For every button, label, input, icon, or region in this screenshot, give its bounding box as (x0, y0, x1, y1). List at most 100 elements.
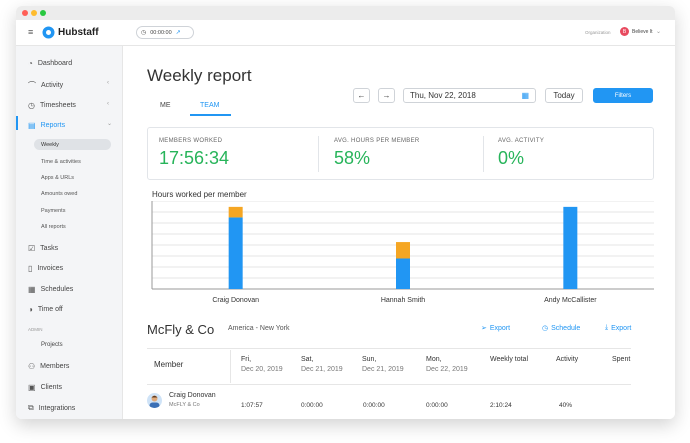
day-date: Dec 22, 2019 (426, 366, 468, 373)
prev-week-button[interactable]: ← (353, 88, 370, 103)
stat-label: AVG. ACTIVITY (498, 138, 545, 144)
next-week-button[interactable]: → (378, 88, 395, 103)
sidebar-item-label: Invoices (37, 265, 64, 272)
cell-weekly-total: 2:10:24 (490, 402, 512, 409)
chevron-left-icon: ‹ (107, 101, 109, 107)
today-button[interactable]: Today (545, 88, 583, 103)
clock-icon: ◷ (141, 30, 147, 36)
sidebar-item-reports[interactable]: ▤ Reports (28, 121, 65, 130)
timer-widget[interactable]: ◷ 00:00:00 ↗ (136, 26, 194, 39)
sidebar-subitem-apps-urls[interactable]: Apps & URLs (41, 175, 75, 181)
member-column-header: Member (154, 360, 184, 369)
tab-team[interactable]: TEAM (200, 102, 220, 109)
table-row[interactable]: Craig Donovan McFLY & Co 1:07:57 0:00:00… (147, 386, 631, 419)
stat-members-worked: MEMBERS WORKED 17:56:34 (159, 138, 229, 169)
date-value: Thu, Nov 22, 2018 (410, 91, 476, 100)
section-location: America - New York (228, 325, 290, 332)
chart-category-label: Andy McCallister (544, 297, 597, 304)
calendar-icon: ▦ (521, 91, 529, 100)
minimize-window-button[interactable] (31, 10, 37, 16)
chevron-left-icon: ‹ (107, 80, 109, 86)
chart-bar (228, 206, 243, 218)
avatar (147, 393, 162, 408)
sidebar-item-clients[interactable]: ▣ Clients (28, 383, 62, 392)
hamburger-menu-icon[interactable]: ≡ (28, 27, 34, 37)
sidebar-subitem-weekly[interactable]: Weekly (41, 142, 59, 148)
stats-panel: MEMBERS WORKED 17:56:34 AVG. HOURS PER M… (147, 127, 654, 180)
sidebar-item-invoices[interactable]: ▯ Invoices (28, 264, 63, 273)
cell-day-4: 0:00:00 (426, 402, 448, 409)
sidebar-item-schedules[interactable]: ▦ Schedules (28, 285, 73, 294)
day-name: Sat, (301, 356, 314, 363)
day-header-4: Mon, Dec 22, 2019 (426, 356, 468, 373)
chart-category-label: Craig Donovan (212, 297, 259, 304)
cell-day-3: 0:00:00 (363, 402, 385, 409)
org-name[interactable]: Believe It (632, 29, 653, 35)
day-header-3: Sun, Dec 21, 2019 (362, 356, 404, 373)
sidebar-item-label: Integrations (38, 404, 76, 412)
stat-divider (318, 136, 319, 172)
chart-bar (228, 217, 243, 289)
app-window: ≡ Hubstaff ◷ 00:00:00 ↗ Organization B B… (16, 6, 675, 419)
tasks-icon: ☑ (28, 244, 36, 253)
schedules-icon: ▦ (28, 285, 36, 294)
sidebar-item-members[interactable]: ⚇ Members (28, 362, 69, 371)
sidebar-item-projects[interactable]: Projects (41, 342, 63, 348)
export-button[interactable]: ➢ Export (481, 324, 510, 333)
org-label: Organization (585, 30, 611, 35)
sidebar-subitem-payments[interactable]: Payments (41, 208, 66, 214)
chart-bar (563, 206, 578, 289)
close-window-button[interactable] (22, 10, 28, 16)
chart-title: Hours worked per member (152, 190, 247, 199)
sidebar-subitem-amounts-owed[interactable]: Amounts owed (41, 191, 78, 197)
sidebar: ◔ Dashboard ⌒ Activity ‹ ◷ Timesheets ‹ … (16, 46, 123, 419)
sidebar-item-label: Members (40, 363, 70, 370)
member-company: McFLY & Co (169, 402, 200, 408)
sidebar-subitem-time-activities[interactable]: Time & activities (41, 159, 81, 165)
table-divider (147, 348, 631, 349)
timer-value: 00:00:00 (150, 29, 172, 36)
send-icon: ➢ (481, 325, 487, 332)
reports-icon: ▤ (28, 121, 36, 130)
tab-me[interactable]: ME (160, 102, 171, 109)
schedule-button[interactable]: ◷ Schedule (542, 324, 580, 333)
dashboard-icon: ◔ (28, 59, 33, 68)
stat-avg-activity: AVG. ACTIVITY 0% (498, 138, 544, 169)
sidebar-subitem-all-reports[interactable]: All reports (41, 224, 66, 230)
integrations-icon: ⧉ (28, 403, 34, 412)
admin-section-label: ADMIN (28, 327, 43, 332)
sidebar-item-label: Activity (41, 82, 64, 89)
sidebar-item-time-off[interactable]: ◑ Time off (28, 305, 63, 314)
activity-header: Activity (556, 356, 579, 363)
column-divider (230, 350, 231, 383)
sidebar-item-tasks[interactable]: ☑ Tasks (28, 244, 58, 253)
day-name: Mon, (426, 356, 442, 363)
window-titlebar (16, 6, 675, 20)
active-indicator (16, 116, 18, 130)
stat-label: AVG. HOURS PER MEMBER (334, 138, 420, 144)
sidebar-item-activity[interactable]: ⌒ Activity (28, 80, 63, 91)
hubstaff-logo-icon (42, 26, 55, 44)
chevron-down-icon: ⌄ (107, 121, 113, 127)
day-header-1: Fri, Dec 20, 2019 (241, 356, 283, 373)
export-download-button[interactable]: ⤓ Export (605, 324, 631, 332)
open-timer-icon[interactable]: ↗ (175, 30, 181, 36)
members-icon: ⚇ (28, 362, 36, 371)
member-name[interactable]: Craig Donovan (169, 392, 216, 399)
org-chevron-down-icon[interactable]: ⌄ (656, 29, 662, 35)
page-title: Weekly report (147, 66, 252, 85)
filters-button[interactable]: Filters (593, 88, 653, 103)
arrow-left-icon: ← (357, 91, 366, 100)
stat-value: 0% (498, 148, 525, 168)
day-date: Dec 20, 2019 (241, 366, 283, 373)
main-content: Weekly report ME TEAM ← → Thu, Nov 22, 2… (124, 46, 675, 419)
active-subitem-bg (34, 139, 111, 150)
sidebar-item-timesheets[interactable]: ◷ Timesheets (28, 101, 76, 110)
sidebar-item-label: Tasks (40, 245, 59, 252)
maximize-window-button[interactable] (40, 10, 46, 16)
sidebar-item-dashboard[interactable]: ◔ Dashboard (28, 59, 72, 68)
day-header-2: Sat, Dec 21, 2019 (301, 356, 343, 373)
top-bar: ≡ Hubstaff ◷ 00:00:00 ↗ Organization B B… (16, 20, 675, 46)
sidebar-item-integrations[interactable]: ⧉ Integrations (28, 403, 75, 413)
date-picker[interactable]: Thu, Nov 22, 2018 ▦ (403, 88, 536, 103)
